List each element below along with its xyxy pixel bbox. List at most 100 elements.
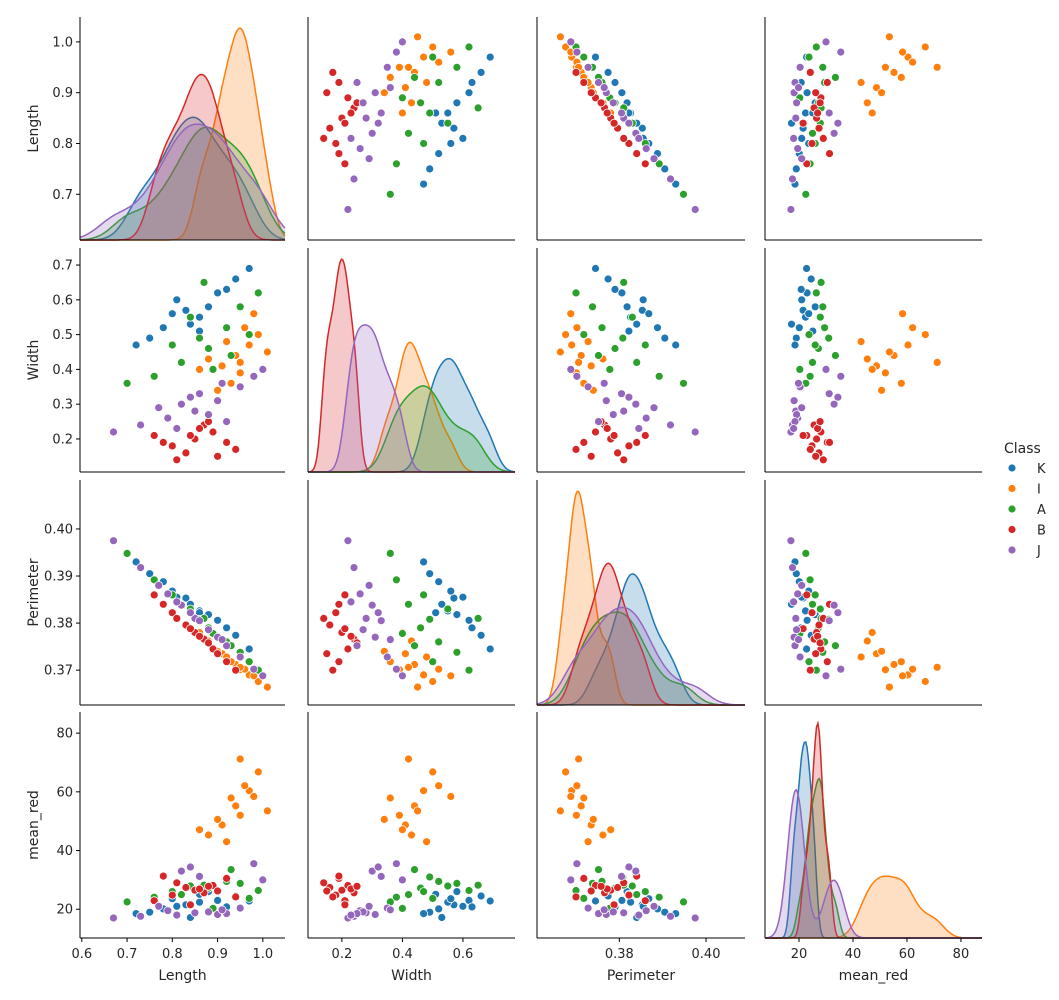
point-B bbox=[596, 98, 606, 108]
y-tick-label: 0.37 bbox=[44, 664, 73, 679]
point-I bbox=[394, 62, 404, 72]
point-I bbox=[583, 837, 593, 847]
point-I bbox=[404, 754, 413, 764]
point-J bbox=[788, 563, 797, 572]
point-B bbox=[325, 620, 335, 630]
point-B bbox=[337, 885, 347, 895]
point-B bbox=[825, 149, 834, 159]
point-J bbox=[343, 536, 353, 546]
point-K bbox=[446, 894, 456, 904]
kde-fill-A bbox=[308, 385, 515, 472]
kde-fill-I bbox=[765, 876, 982, 938]
point-I bbox=[379, 88, 389, 98]
point-J bbox=[204, 907, 213, 917]
point-J bbox=[358, 625, 368, 635]
point-B bbox=[334, 599, 344, 609]
point-A bbox=[416, 98, 426, 108]
point-A bbox=[410, 641, 419, 651]
point-A bbox=[434, 78, 444, 87]
point-J bbox=[793, 144, 803, 154]
point-B bbox=[322, 886, 332, 896]
point-J bbox=[624, 118, 634, 128]
legend-label-B: B bbox=[1037, 524, 1046, 539]
point-K bbox=[797, 133, 807, 143]
point-J bbox=[376, 616, 386, 626]
point-K bbox=[434, 149, 444, 159]
point-B bbox=[213, 649, 223, 659]
point-A bbox=[824, 333, 834, 343]
point-J bbox=[634, 424, 644, 433]
point-I bbox=[598, 830, 608, 840]
legend-marker-I bbox=[1007, 484, 1017, 493]
point-K bbox=[603, 274, 613, 284]
point-J bbox=[791, 113, 801, 123]
point-K bbox=[626, 897, 635, 907]
point-K bbox=[425, 569, 435, 579]
point-J bbox=[617, 389, 626, 399]
point-J bbox=[566, 37, 576, 47]
point-K bbox=[591, 264, 600, 273]
point-K bbox=[419, 909, 429, 918]
point-J bbox=[195, 616, 204, 626]
point-K bbox=[231, 274, 241, 284]
point-A bbox=[452, 647, 462, 657]
point-J bbox=[572, 47, 582, 57]
point-A bbox=[222, 323, 232, 333]
point-K bbox=[195, 897, 204, 907]
point-B bbox=[640, 896, 650, 906]
point-J bbox=[190, 406, 200, 416]
point-I bbox=[204, 354, 213, 364]
point-A bbox=[195, 333, 204, 343]
point-A bbox=[654, 159, 664, 169]
point-J bbox=[829, 600, 839, 610]
point-K bbox=[464, 88, 474, 98]
point-I bbox=[908, 323, 917, 333]
point-K bbox=[419, 179, 429, 189]
point-I bbox=[889, 660, 899, 669]
point-J bbox=[172, 424, 182, 433]
point-I bbox=[226, 793, 236, 803]
point-B bbox=[346, 108, 356, 118]
point-A bbox=[818, 62, 828, 72]
x-axis-label: Length bbox=[158, 968, 206, 984]
point-A bbox=[122, 549, 132, 558]
point-J bbox=[195, 872, 204, 881]
point-B bbox=[204, 638, 213, 648]
point-B bbox=[579, 874, 589, 883]
point-A bbox=[815, 312, 825, 322]
point-J bbox=[666, 420, 675, 430]
point-J bbox=[258, 671, 268, 681]
point-J bbox=[795, 62, 805, 72]
point-J bbox=[249, 371, 259, 381]
kde-line-K bbox=[80, 116, 286, 241]
point-I bbox=[400, 649, 410, 659]
point-J bbox=[619, 406, 629, 416]
point-B bbox=[805, 68, 815, 77]
x-tick-label: 0.6 bbox=[71, 947, 92, 962]
point-I bbox=[262, 806, 272, 816]
y-tick-label: 0.2 bbox=[52, 432, 73, 447]
point-A bbox=[176, 890, 186, 899]
point-I bbox=[428, 767, 438, 777]
point-J bbox=[217, 378, 227, 388]
point-J bbox=[385, 635, 395, 644]
point-J bbox=[376, 108, 386, 118]
point-I bbox=[903, 340, 913, 350]
point-J bbox=[109, 427, 118, 437]
point-J bbox=[836, 664, 846, 674]
point-I bbox=[885, 682, 894, 692]
point-I bbox=[235, 754, 245, 764]
point-J bbox=[566, 875, 576, 885]
point-B bbox=[331, 608, 341, 618]
kde-line-A bbox=[79, 126, 286, 241]
point-B bbox=[811, 649, 821, 659]
point-I bbox=[561, 42, 570, 52]
point-J bbox=[797, 581, 807, 590]
point-A bbox=[473, 103, 483, 113]
point-A bbox=[820, 323, 829, 333]
point-I bbox=[588, 815, 598, 824]
point-K bbox=[476, 891, 486, 901]
point-I bbox=[896, 73, 906, 82]
point-I bbox=[572, 810, 581, 820]
